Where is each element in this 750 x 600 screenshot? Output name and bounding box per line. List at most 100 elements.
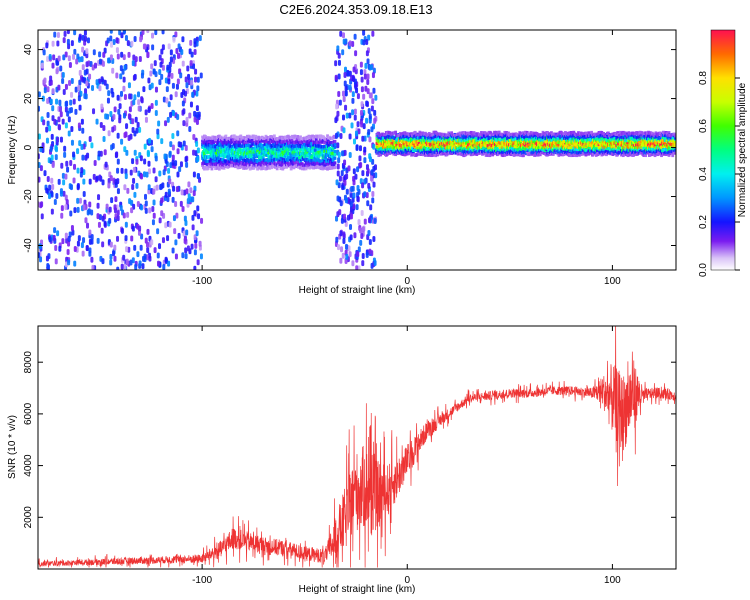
spectrogram-cell bbox=[60, 205, 64, 212]
spectrogram-cell bbox=[497, 143, 501, 147]
spectrogram-cell bbox=[204, 165, 208, 169]
spectrogram-cell bbox=[217, 134, 221, 138]
spectrogram-cell bbox=[551, 152, 555, 156]
spectrogram-cell bbox=[360, 121, 364, 128]
spectrogram-cell bbox=[146, 247, 150, 254]
spectrogram-cell bbox=[299, 135, 302, 139]
spectrogram-cell bbox=[368, 239, 372, 246]
spectrogram-cell bbox=[73, 207, 77, 214]
spectrogram-cell bbox=[342, 127, 346, 134]
spectrogram-cell bbox=[45, 126, 49, 133]
spectrogram-cell bbox=[217, 145, 220, 149]
spectrogram-cell bbox=[252, 156, 256, 161]
spectrogram-cell bbox=[365, 192, 369, 199]
spectrogram-cell bbox=[98, 51, 102, 58]
spectrogram-cell bbox=[169, 94, 173, 101]
spectrogram-cell bbox=[329, 166, 333, 170]
spectrogram-cell bbox=[447, 131, 451, 135]
spectrogram-cell bbox=[564, 143, 567, 147]
spectrogram-cell bbox=[258, 157, 262, 161]
spectrogram-cell bbox=[88, 201, 92, 208]
spectrogram-cell bbox=[424, 146, 427, 150]
spectrogram-cell bbox=[593, 146, 597, 150]
spectrogram-cell bbox=[136, 201, 140, 208]
spectrogram-cell bbox=[195, 230, 199, 237]
spectrogram-cell bbox=[132, 99, 136, 106]
spectrogram-cell bbox=[343, 80, 347, 87]
spectrogram-cell bbox=[96, 213, 100, 220]
spectrogram-cell bbox=[67, 116, 71, 123]
spectrogram-cell bbox=[144, 193, 148, 200]
spectrogram-cell bbox=[211, 139, 215, 144]
spectrogram-cell bbox=[315, 144, 319, 148]
spectrogram-cell bbox=[100, 103, 104, 110]
spectrogram-cell bbox=[350, 213, 354, 220]
spectrogram-cell bbox=[185, 82, 189, 89]
spectrogram-cell bbox=[528, 140, 532, 144]
spectrogram-cell bbox=[158, 54, 162, 61]
spectrogram-cell bbox=[250, 138, 254, 143]
spectrogram-cell bbox=[272, 142, 275, 146]
spectrogram-cell bbox=[361, 226, 365, 233]
spectrogram-cell bbox=[509, 145, 513, 149]
spectrogram-cell bbox=[116, 215, 120, 222]
spectrogram-cell bbox=[69, 106, 73, 113]
spectrogram-cell bbox=[325, 161, 329, 165]
spectrogram-cell bbox=[217, 167, 221, 171]
spectrogram-cell bbox=[160, 48, 164, 55]
spectrogram-cell bbox=[70, 40, 74, 47]
spectrogram-cell bbox=[184, 156, 188, 163]
spectrogram-cell bbox=[541, 136, 545, 140]
spectrogram-cell bbox=[532, 150, 536, 154]
spectrogram-cell bbox=[335, 103, 339, 110]
spectrogram-cell bbox=[212, 148, 216, 152]
spectrogram-cell bbox=[311, 134, 315, 138]
spectrogram-cell bbox=[422, 140, 426, 144]
spectrogram-cell bbox=[53, 227, 57, 234]
spectrogram-cell bbox=[82, 178, 86, 185]
spectrogram-cell bbox=[88, 135, 92, 142]
spectrogram-cell bbox=[496, 132, 500, 136]
spectrogram-cell bbox=[515, 141, 519, 145]
spectrogram-cell bbox=[323, 149, 327, 154]
spectrogram-cell bbox=[381, 147, 384, 151]
spectrogram-cell bbox=[245, 134, 249, 139]
spectrogram-cell bbox=[337, 59, 341, 66]
spectrogram-cell bbox=[175, 212, 179, 219]
spectrogram-cell bbox=[125, 123, 129, 130]
spectrogram-cell bbox=[252, 152, 256, 157]
spectrogram-cell bbox=[486, 140, 490, 145]
spectrogram-cell bbox=[138, 225, 142, 232]
spectrogram-cell bbox=[351, 109, 355, 116]
spectrogram-cell bbox=[125, 149, 129, 156]
spectrogram-cell bbox=[123, 132, 127, 139]
spectrogram-cell bbox=[345, 188, 349, 195]
spectrogram-cell bbox=[127, 82, 131, 89]
spectrogram-cell bbox=[179, 200, 183, 207]
spectrogram-cell bbox=[466, 132, 469, 136]
spectrogram-cell bbox=[578, 153, 581, 157]
spectrogram-cell bbox=[492, 132, 495, 137]
spectrogram-cell bbox=[46, 120, 50, 127]
spectrogram-cell bbox=[363, 157, 367, 164]
spectrogram-cell bbox=[333, 153, 337, 157]
spectrogram-cell bbox=[586, 145, 590, 149]
spectrogram-cell bbox=[42, 49, 46, 56]
spectrogram-cell bbox=[99, 122, 103, 129]
spectrogram-cell bbox=[327, 166, 331, 171]
spectrogram-cell bbox=[360, 76, 364, 83]
spectrogram-cell bbox=[446, 149, 450, 154]
spectrogram-cell bbox=[341, 114, 345, 121]
spectrogram-cell bbox=[95, 79, 99, 86]
spectrogram-cell bbox=[126, 187, 130, 194]
spectrogram-cell bbox=[98, 174, 102, 181]
spectrogram-cell bbox=[616, 148, 620, 152]
spectrogram-cell bbox=[209, 164, 213, 169]
spectrogram-cell bbox=[588, 145, 592, 150]
spectrogram-cell bbox=[132, 74, 136, 81]
spectrogram-cell bbox=[367, 129, 371, 136]
spectrogram-cell bbox=[61, 78, 65, 85]
spectrogram-cell bbox=[179, 72, 183, 79]
spectrogram-cell bbox=[241, 152, 245, 156]
spectrogram-cell bbox=[417, 133, 421, 138]
